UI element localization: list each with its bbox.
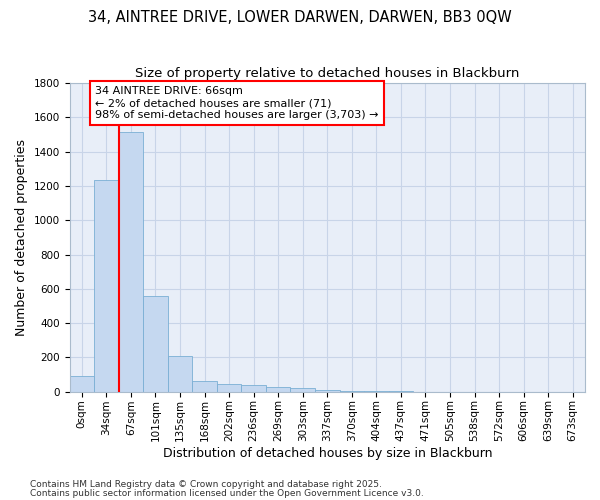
Bar (119, 132, 143, 392)
Text: 34, AINTREE DRIVE, LOWER DARWEN, DARWEN, BB3 0QW: 34, AINTREE DRIVE, LOWER DARWEN, DARWEN,… (88, 10, 512, 25)
Text: Contains public sector information licensed under the Open Government Licence v3: Contains public sector information licen… (30, 488, 424, 498)
Bar (192, 380, 217, 392)
Bar (217, 384, 241, 392)
Y-axis label: Number of detached properties: Number of detached properties (15, 139, 28, 336)
Bar (315, 390, 340, 392)
Bar (94, 180, 119, 392)
Bar (168, 356, 192, 392)
Bar (143, 296, 168, 392)
Bar (241, 385, 266, 392)
Text: 34 AINTREE DRIVE: 66sqm
← 2% of detached houses are smaller (71)
98% of semi-det: 34 AINTREE DRIVE: 66sqm ← 2% of detached… (95, 86, 379, 120)
Title: Size of property relative to detached houses in Blackburn: Size of property relative to detached ho… (135, 68, 520, 80)
Bar (364, 391, 389, 392)
Bar (70, 376, 94, 392)
Bar (340, 391, 364, 392)
X-axis label: Distribution of detached houses by size in Blackburn: Distribution of detached houses by size … (163, 447, 492, 460)
Bar (266, 387, 290, 392)
Text: Contains HM Land Registry data © Crown copyright and database right 2025.: Contains HM Land Registry data © Crown c… (30, 480, 382, 489)
Bar (290, 388, 315, 392)
